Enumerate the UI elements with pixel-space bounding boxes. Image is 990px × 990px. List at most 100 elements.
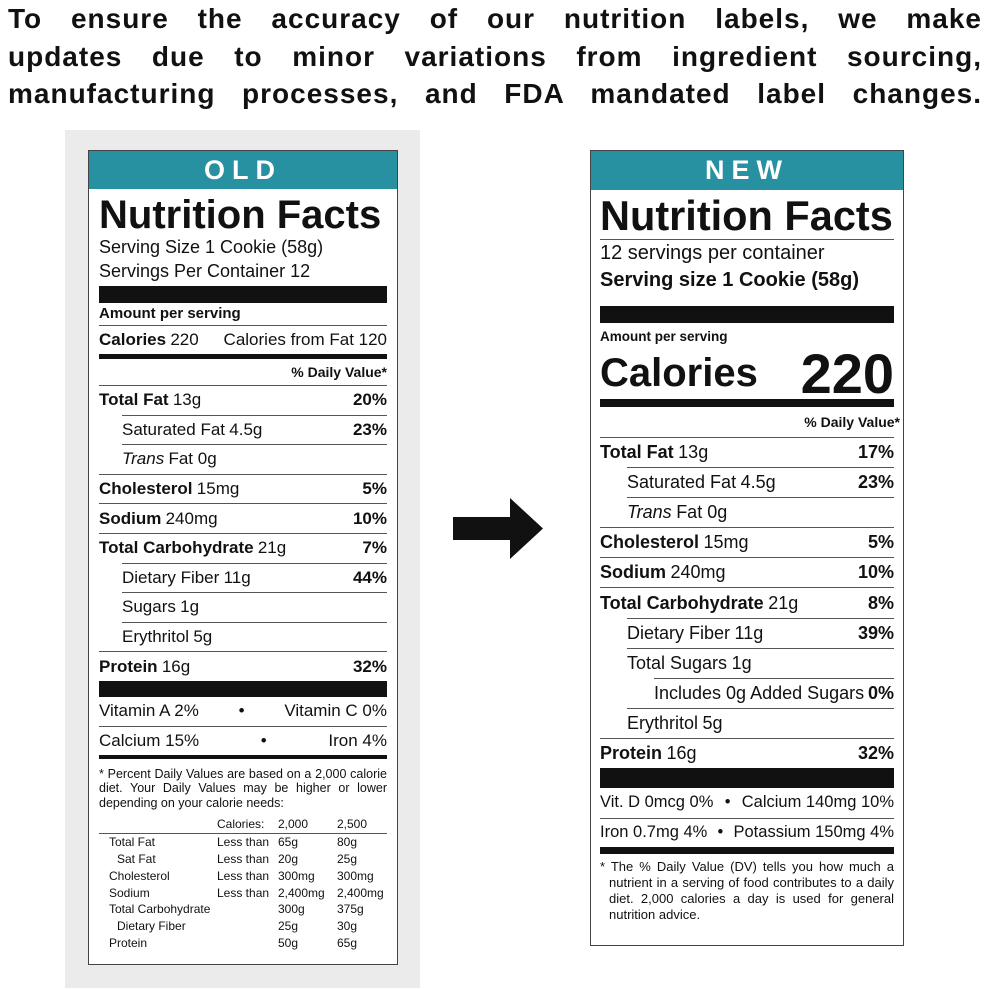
nutrient-row: Sodium 240mg 10% xyxy=(600,557,894,587)
daily-value: 5% xyxy=(867,532,894,553)
label-title: Nutrition Facts xyxy=(99,193,382,237)
nutrient-row: Total Fat 13g 20% xyxy=(99,385,387,415)
servings: Servings Per Container 12 xyxy=(99,261,311,281)
daily-value: 39% xyxy=(857,622,894,643)
dv-table-value: 50g xyxy=(278,935,299,950)
servings: 12 servings per container xyxy=(600,242,825,264)
thick-bar xyxy=(99,286,387,303)
calories-row: Calories 220 Calories from Fat 120 xyxy=(99,326,387,354)
nutrient: Erythritol 5g xyxy=(122,627,212,647)
vitamin: Calcium 140mg 10% xyxy=(741,793,894,812)
dv-table-limit: Less than xyxy=(217,868,270,883)
daily-value: 10% xyxy=(352,508,387,528)
daily-value: 8% xyxy=(867,592,894,613)
calories: Calories 220 xyxy=(99,330,199,350)
new-nutrition-label: NEW Nutrition Facts 12 servings per contai… xyxy=(590,150,904,946)
daily-value: 20% xyxy=(352,390,387,410)
nutrient-row: Cholesterol 15mg 5% xyxy=(99,473,387,504)
dv-table-label: Sat Fat xyxy=(117,852,156,867)
serving-size: Serving Size 1 Cookie (58g) xyxy=(99,237,324,257)
dv-table-label: Cholesterol xyxy=(109,868,170,883)
dv-table-value: 65g xyxy=(337,935,358,950)
nutrient-row: Total Carbohydrate 21g 7% xyxy=(99,532,387,563)
nutrient-amount: 16g xyxy=(161,656,191,676)
nutrient-name: Dietary Fiber xyxy=(627,622,731,643)
calories-value: 220 xyxy=(800,341,894,405)
vitamin: Vitamin A 2% xyxy=(99,701,199,721)
arrow-head xyxy=(510,498,543,559)
nutrient-row: Erythritol 5g xyxy=(122,621,387,652)
arrow xyxy=(453,498,543,559)
label-body: Nutrition Facts Serving Size 1 Cookie (58… xyxy=(89,195,397,951)
nutrient-amount: 13g xyxy=(678,442,709,463)
nutrient-amount: 240mg xyxy=(165,508,218,528)
dv-table-limit: Less than xyxy=(217,852,270,867)
nutrient-name: Total Fat xyxy=(600,442,674,463)
dv-table-value: 300g xyxy=(278,902,305,917)
nutrient-name: Total Carbohydrate xyxy=(99,538,254,558)
nutrient: Sodium 240mg xyxy=(99,509,218,529)
nutrient-row: Saturated Fat 4.5g 23% xyxy=(122,414,387,445)
nutrient-name: Saturated Fat xyxy=(122,419,226,439)
bullet xyxy=(718,823,724,842)
vitamin: Vit. D 0mcg 0% xyxy=(600,793,714,812)
serving-size: Serving size 1 Cookie (58g) xyxy=(600,269,859,291)
footnote: * Percent Daily Values are based on a 2,… xyxy=(99,766,387,810)
dv-table-limit: Less than xyxy=(217,835,270,850)
nutrient: Total Fat 13g xyxy=(99,390,201,410)
nutrient-row: Protein 16g 32% xyxy=(99,651,387,681)
dv-table-value: 300mg xyxy=(278,868,315,883)
nutrient-row: Trans Fat 0g xyxy=(627,497,894,527)
calories-from-fat: Calories from Fat 120 xyxy=(223,330,387,349)
nutrient-amount: 5g xyxy=(702,712,723,733)
medium-bar xyxy=(99,354,387,359)
nutrient-row: Saturated Fat 4.5g 23% xyxy=(627,467,894,497)
nutrient: Total Carbohydrate 21g xyxy=(99,538,286,558)
nutrient: Protein 16g xyxy=(99,657,190,677)
header-line: manufacturing processes, and FDA mandate… xyxy=(8,78,982,109)
nutrient-row: Total Carbohydrate 21g 8% xyxy=(600,587,894,617)
nutrient-row: Sodium 240mg 10% xyxy=(99,503,387,533)
vitamin-row: Vitamin A 2% Vitamin C 0% xyxy=(99,697,387,726)
dv-table-label: Total Fat xyxy=(109,835,156,850)
dv-table-heading: Calories: xyxy=(217,817,265,832)
bullet xyxy=(261,731,267,751)
daily-value: 17% xyxy=(857,442,894,463)
spacer xyxy=(217,901,278,918)
vitamin: Potassium 150mg 4% xyxy=(733,823,895,842)
nutrient-amount: 21g xyxy=(768,592,799,613)
nutrient-name: Erythritol xyxy=(122,627,190,647)
dv-table-row: Dietary Fiber 25g 30g xyxy=(99,918,387,935)
dv-table-row: Cholesterol Less than 300mg 300mg xyxy=(99,868,387,885)
header-line: To ensure the accuracy of our nutrition … xyxy=(8,3,982,34)
bullet xyxy=(239,701,245,721)
nutrient-name: Saturated Fat xyxy=(627,472,737,493)
nutrient: Total Carbohydrate 21g xyxy=(600,593,798,614)
nutrient-row: Dietary Fiber 11g 44% xyxy=(122,562,387,593)
nutrient: Dietary Fiber 11g xyxy=(627,623,763,644)
arrow-shaft xyxy=(453,517,517,540)
nutrient-amount: 1g xyxy=(731,652,752,673)
nutrient-amount: Fat 0g xyxy=(676,502,728,523)
dv-table-label: Dietary Fiber xyxy=(117,918,186,933)
nutrient-amount: 15mg xyxy=(703,532,749,553)
vitamin-row: Iron 0.7mg 4% Potassium 150mg 4% xyxy=(600,817,895,848)
dv-table-value: 25g xyxy=(337,852,358,867)
nutrient-name: Protein xyxy=(600,742,663,763)
dv-table-heading: 2,500 xyxy=(337,817,368,832)
dv-table-limit: Less than xyxy=(217,885,270,900)
nutrient-name: Total Carbohydrate xyxy=(600,592,764,613)
vitamin-row: Calcium 15% Iron 4% xyxy=(99,725,387,755)
nutrient: Sugars 1g xyxy=(122,597,199,617)
vitamin: Calcium 15% xyxy=(99,730,200,750)
thick-bar xyxy=(600,768,894,789)
bar xyxy=(600,847,894,855)
daily-value: 23% xyxy=(857,472,894,493)
thick-bar xyxy=(600,306,894,323)
nutrient-name: Cholesterol xyxy=(600,532,700,553)
daily-value: 7% xyxy=(362,538,387,558)
vitamin: Iron 0.7mg 4% xyxy=(600,823,708,842)
nutrient-name: Sodium xyxy=(99,508,162,528)
dv-table-value: 65g xyxy=(278,835,299,850)
nutrient-row: Cholesterol 15mg 5% xyxy=(600,527,894,557)
